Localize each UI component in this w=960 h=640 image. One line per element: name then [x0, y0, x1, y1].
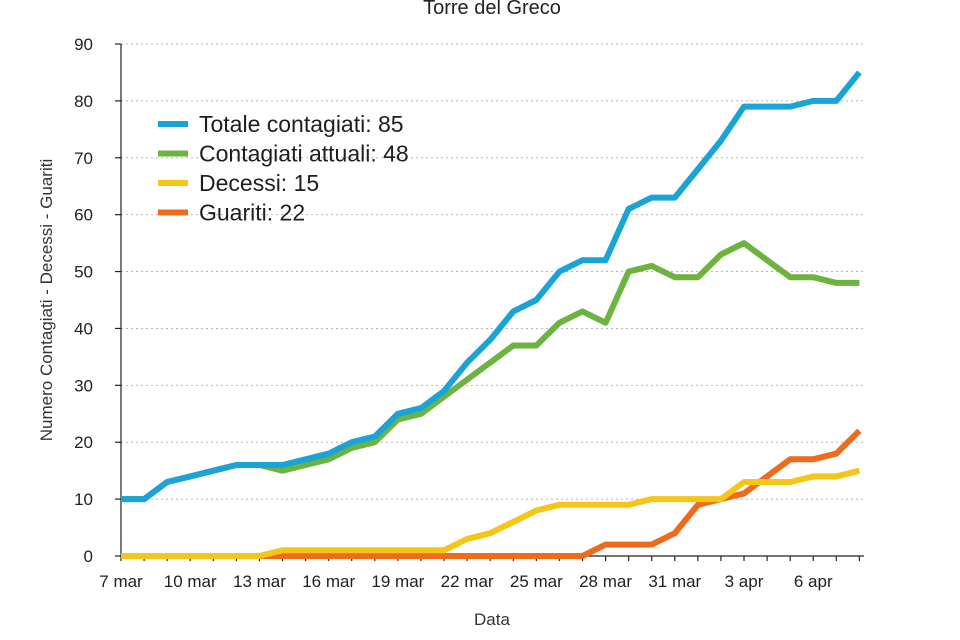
y-axis-title: Numero Contagiati - Decessi - Guariti	[37, 159, 56, 441]
x-tick-label-3: 16 mar	[302, 572, 355, 591]
series-line-2	[121, 467, 861, 559]
y-tick-label-80: 80	[74, 92, 93, 111]
x-tick-label-5: 22 mar	[441, 572, 494, 591]
x-tick-label-4: 19 mar	[371, 572, 424, 591]
legend-label-1: Contagiati attuali: 48	[199, 141, 409, 167]
y-tick-label-90: 90	[74, 35, 93, 54]
chart-title: Torre del Greco	[423, 0, 561, 19]
y-tick-labels: 0 10 20 30 40 50 60 70 80 90	[74, 35, 93, 566]
x-tick-label-2: 13 mar	[233, 572, 286, 591]
x-axis-title: Data	[474, 610, 510, 629]
x-tick-labels: 7 mar 10 mar 13 mar 16 mar 19 mar 22 mar 25 ma…	[99, 572, 833, 591]
legend-label-2: Decessi: 15	[199, 170, 319, 196]
series-lines	[121, 70, 862, 559]
legend-label-0: Totale contagiati: 85	[199, 111, 404, 137]
series-line-1	[121, 240, 860, 503]
legend-label-3: Guariti: 22	[199, 200, 305, 226]
x-tick-label-0: 7 mar	[99, 572, 143, 591]
y-tick-label-30: 30	[74, 376, 93, 395]
y-tick-label-40: 40	[74, 319, 93, 338]
legend: Totale contagiati: 85 Contagiati attuali:…	[158, 111, 409, 226]
series-line-3	[121, 428, 862, 559]
x-tick-label-1: 10 mar	[164, 572, 217, 591]
y-tick-label-0: 0	[84, 547, 93, 566]
x-tick-label-10: 6 apr	[794, 572, 833, 591]
x-tick-label-7: 28 mar	[579, 572, 632, 591]
y-tick-label-20: 20	[74, 433, 93, 452]
y-tick-label-60: 60	[74, 206, 93, 225]
y-tick-label-50: 50	[74, 263, 93, 282]
x-tick-label-8: 31 mar	[648, 572, 701, 591]
x-tick-label-6: 25 mar	[510, 572, 563, 591]
x-tick-label-9: 3 apr	[725, 572, 764, 591]
series-line-0	[121, 70, 862, 503]
gridlines	[121, 43, 864, 500]
y-tick-label-70: 70	[74, 149, 93, 168]
y-tick-label-10: 10	[74, 490, 93, 509]
